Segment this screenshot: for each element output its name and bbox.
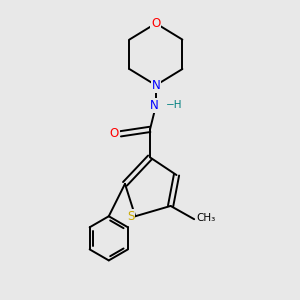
Text: N: N (150, 99, 159, 112)
Text: S: S (127, 210, 134, 223)
Text: O: O (110, 127, 119, 140)
Text: −H: −H (166, 100, 183, 110)
Text: CH₃: CH₃ (196, 213, 216, 223)
Text: N: N (152, 79, 160, 92)
Text: O: O (151, 17, 160, 30)
